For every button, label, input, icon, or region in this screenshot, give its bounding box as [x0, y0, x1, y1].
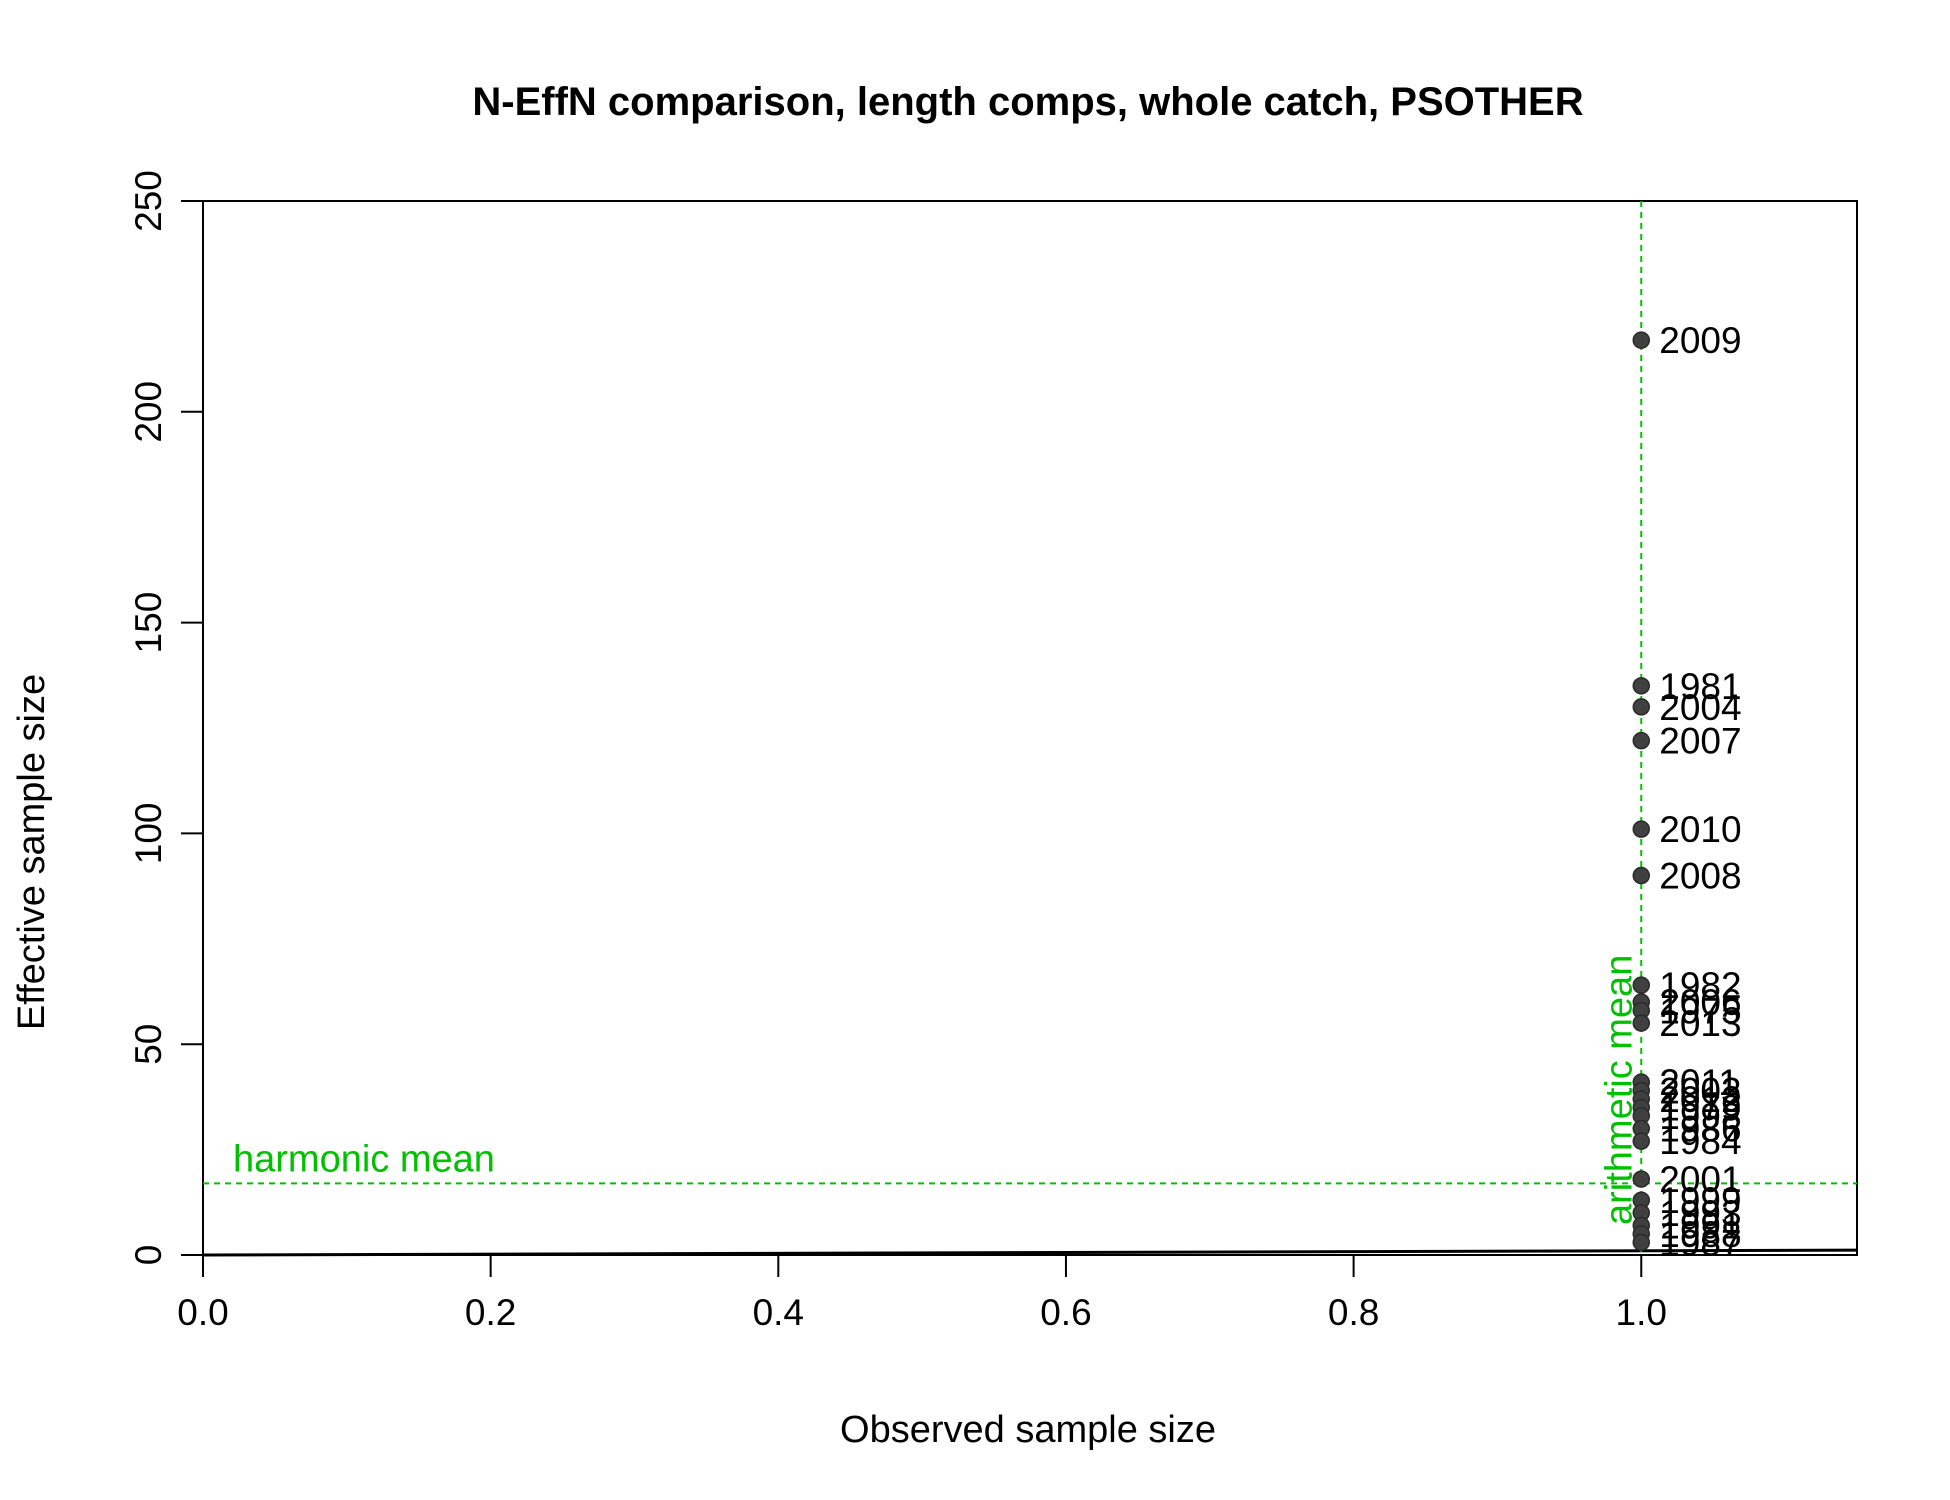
harmonic-mean-label: harmonic mean: [233, 1138, 495, 1180]
data-point: [1632, 820, 1651, 838]
data-point: [1632, 1132, 1651, 1150]
data-point-label: 2001: [1659, 1159, 1741, 1200]
data-point-label: 1988: [1659, 1214, 1741, 1255]
data-point-label: 1987: [1659, 1222, 1741, 1263]
data-point-label: 1999: [1659, 1180, 1741, 1221]
data-point-label: 1975: [1659, 990, 1741, 1031]
y-tick-label: 100: [128, 803, 169, 865]
one-to-one-line: [202, 1248, 1858, 1257]
data-point-label: 1979: [1659, 1087, 1741, 1128]
data-point-label: 2006: [1659, 982, 1741, 1023]
data-point-label: 1981: [1659, 666, 1741, 707]
x-axis-label: Observed sample size: [840, 1409, 1216, 1451]
data-point: [1632, 677, 1651, 695]
data-point-label: 1984: [1659, 1121, 1741, 1162]
data-point: [1632, 976, 1651, 994]
data-point: [1632, 866, 1651, 885]
data-point-label: 2011: [1659, 1062, 1739, 1103]
data-point-label: 2012: [1659, 1079, 1741, 1120]
data-point-label: 2008: [1659, 856, 1741, 897]
x-tick-label: 0.2: [465, 1292, 516, 1333]
y-axis-label: Effective sample size: [11, 674, 53, 1030]
data-point-label: 2013: [1659, 1003, 1741, 1044]
data-point: [1632, 698, 1651, 716]
data-point-label: 2007: [1659, 721, 1741, 762]
y-tick-label: 200: [128, 381, 169, 443]
data-point-label: 1993: [1659, 1193, 1741, 1234]
x-tick-label: 0.4: [753, 1292, 804, 1333]
y-tick-label: 0: [128, 1245, 169, 1266]
data-point-label: 2003: [1659, 1071, 1741, 1112]
data-point: [1632, 1233, 1651, 1252]
data-point-label: 1998: [1659, 1096, 1741, 1137]
x-tick-label: 0.6: [1040, 1292, 1091, 1333]
data-point: [1632, 1170, 1651, 1188]
data-point-label: 2010: [1659, 809, 1741, 850]
data-point: [1632, 331, 1651, 349]
data-point-label: 2009: [1659, 320, 1741, 361]
data-point-label: 1986: [1659, 1109, 1741, 1150]
y-tick-label: 150: [128, 592, 169, 654]
data-point: [1632, 731, 1651, 750]
reference-lines: harmonic mean arithmetic mean: [202, 201, 1858, 1257]
y-tick-label: 250: [128, 170, 169, 232]
x-axis: 0.0 0.2 0.4 0.6 0.8 1.0: [177, 1254, 1667, 1333]
data-point-label: 2004: [1659, 687, 1741, 728]
y-axis: 0 50 100 150 200 250: [128, 170, 204, 1266]
data-point: [1632, 1014, 1651, 1032]
data-point-label: 1991: [1659, 1205, 1741, 1246]
chart-title: N-EffN comparison, length comps, whole c…: [472, 80, 1583, 124]
data-point-label: 1982: [1659, 965, 1741, 1006]
x-tick-label: 1.0: [1616, 1292, 1667, 1333]
x-tick-label: 0.0: [177, 1292, 228, 1333]
y-tick-label: 50: [128, 1024, 169, 1065]
x-tick-label: 0.8: [1328, 1292, 1379, 1333]
